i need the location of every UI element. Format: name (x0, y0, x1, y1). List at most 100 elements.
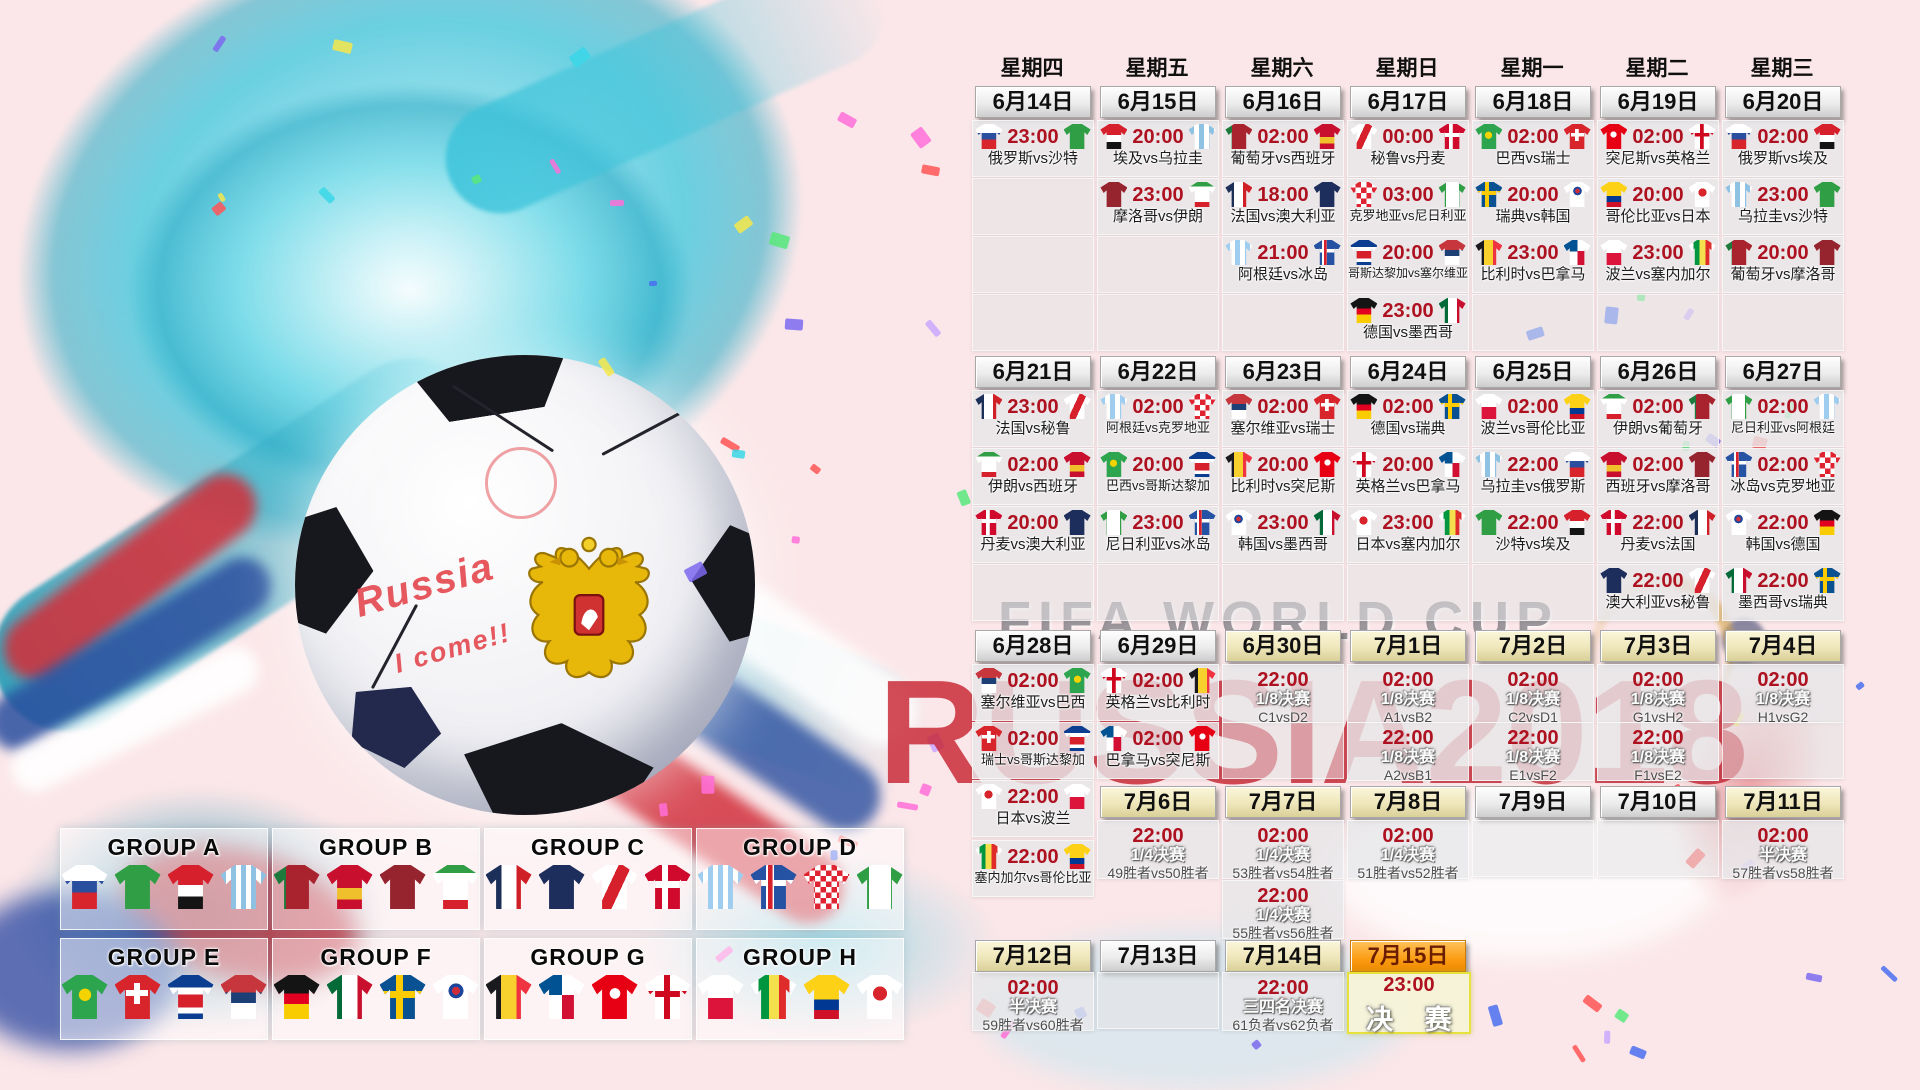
match-cell: 20:00 丹麦vs澳大利亚 (972, 506, 1094, 563)
match-teams: 葡萄牙vs摩洛哥 (1730, 266, 1836, 283)
match-time: 23:00 (1382, 511, 1434, 534)
match-header-row: 02:00 (1723, 394, 1843, 419)
jersey-colombia-icon (803, 975, 850, 1019)
match-teams: 瑞士vs哥斯达黎加 (980, 752, 1085, 767)
knockout-pairing: C2vsD1 (1508, 708, 1558, 725)
match-cell: 20:00 葡萄牙vs摩洛哥 (1722, 236, 1844, 293)
match-time: 23:00 (1632, 241, 1684, 264)
jersey-tunisia-icon (591, 975, 638, 1019)
match-teams: 日本vs波兰 (995, 810, 1071, 827)
match-time: 20:00 (1257, 453, 1309, 476)
match-time: 22:00 (1507, 511, 1559, 534)
date-cell: 6月17日 (1350, 86, 1466, 118)
date-cell: 6月15日 (1100, 86, 1216, 118)
match-header-row: 00:00 (1348, 124, 1468, 149)
match-header-row: 20:00 (973, 510, 1093, 535)
empty-cell (1472, 294, 1594, 351)
match-time: 22:00 (1007, 785, 1059, 808)
empty-cell (1472, 820, 1594, 877)
knockout-stage: 1/8决赛 (1380, 749, 1436, 766)
match-time: 02:00 (1507, 669, 1559, 691)
match-teams: 比利时vs巴拿马 (1480, 266, 1586, 283)
match-time: 22:00 (1132, 825, 1184, 847)
match-cell: 22:00 日本vs波兰 (972, 780, 1094, 837)
jersey-panama-icon (538, 975, 585, 1019)
match-header-row: 20:00 (1098, 124, 1218, 149)
russia-coat-of-arms-icon (528, 536, 650, 679)
match-time: 02:00 (1007, 453, 1059, 476)
match-time: 02:00 (1132, 727, 1184, 750)
jersey-costarica-icon (167, 975, 214, 1019)
knockout-pairing: E1vsF2 (1509, 766, 1557, 783)
match-cell: 22:00 丹麦vs法国 (1597, 506, 1719, 563)
date-cell: 6月26日 (1600, 356, 1716, 388)
match-time: 02:00 (1132, 395, 1184, 418)
knockout-pairing: A1vsB2 (1383, 708, 1433, 725)
empty-cell (972, 564, 1094, 621)
match-teams: 摩洛哥vs伊朗 (1112, 208, 1203, 225)
match-cell: 21:00 阿根廷vs冰岛 (1222, 236, 1344, 293)
match-teams: 埃及vs乌拉圭 (1112, 150, 1203, 167)
match-teams: 韩国vs墨西哥 (1237, 536, 1328, 553)
match-time: 20:00 (1507, 183, 1559, 206)
knockout-pairing: 51胜者vs52胜者 (1357, 864, 1459, 881)
knockout-pairing: 55胜者vs56胜者 (1232, 924, 1334, 941)
soccer-ball: Russia I come!! (295, 355, 755, 815)
match-header-row: 02:00 (1098, 726, 1218, 751)
match-cell: 20:00 巴西vs哥斯达黎加 (1097, 448, 1219, 505)
knockout-stage: 1/8决赛 (1755, 691, 1811, 708)
jersey-england-icon (644, 975, 691, 1019)
match-time: 02:00 (1132, 669, 1184, 692)
knockout-pairing: F1vsE2 (1634, 766, 1682, 783)
match-cell: 23:00 德国vs墨西哥 (1347, 294, 1469, 351)
match-teams: 俄罗斯vs沙特 (987, 150, 1078, 167)
knockout-pairing: 61负者vs62负者 (1232, 1016, 1334, 1033)
date-cell: 6月24日 (1350, 356, 1466, 388)
match-header-row: 23:00 (1473, 240, 1593, 265)
date-cell: 6月28日 (975, 630, 1091, 662)
group-panel-h: GROUP H (696, 938, 904, 1040)
group-title: GROUP F (320, 944, 432, 970)
match-cell: 02:00 突尼斯vs英格兰 (1597, 120, 1719, 177)
match-cell: 18:00 法国vs澳大利亚 (1222, 178, 1344, 235)
date-cell: 7月15日 (1350, 940, 1466, 972)
group-panel-f: GROUP F (272, 938, 480, 1040)
match-header-row: 23:00 (1348, 298, 1468, 323)
date-cell: 7月14日 (1225, 940, 1341, 972)
match-cell: 23:00 波兰vs塞内加尔 (1597, 236, 1719, 293)
date-cell: 7月1日 (1350, 630, 1466, 662)
date-cell: 6月21日 (975, 356, 1091, 388)
match-cell: 23:00 日本vs塞内加尔 (1347, 506, 1469, 563)
knockout-cell: 02:00 半决赛 57胜者vs58胜者 (1722, 820, 1844, 881)
weekday-label: 星期五 (1125, 57, 1189, 80)
match-time: 22:00 (1257, 669, 1309, 691)
match-header-row: 02:00 (973, 668, 1093, 693)
date-cell: 6月29日 (1100, 630, 1216, 662)
match-time: 22:00 (1507, 727, 1559, 749)
match-cell: 23:00 乌拉圭vs沙特 (1722, 178, 1844, 235)
match-teams: 突尼斯vs英格兰 (1605, 150, 1711, 167)
match-cell: 20:00 哥斯达黎加vs塞尔维亚 (1347, 236, 1469, 293)
match-time: 22:00 (1632, 569, 1684, 592)
match-cell: 02:00 塞尔维亚vs瑞士 (1222, 390, 1344, 447)
match-teams: 尼日利亚vs阿根廷 (1730, 420, 1835, 435)
jersey-brazil-icon (61, 975, 108, 1019)
match-cell: 02:00 巴拿马vs突尼斯 (1097, 722, 1219, 779)
match-header-row: 02:00 (1223, 394, 1343, 419)
match-header-row: 23:00 (1723, 182, 1843, 207)
match-teams: 西班牙vs摩洛哥 (1605, 478, 1711, 495)
match-header-row: 02:00 (1598, 124, 1718, 149)
match-time: 20:00 (1757, 241, 1809, 264)
knockout-cell: 22:00 1/8决赛 C1vsD2 (1222, 664, 1344, 725)
match-cell: 02:00 伊朗vs葡萄牙 (1597, 390, 1719, 447)
knockout-cell: 22:00 1/4决赛 49胜者vs50胜者 (1097, 820, 1219, 881)
match-time: 22:00 (1257, 885, 1309, 907)
match-teams: 阿根廷vs冰岛 (1237, 266, 1328, 283)
knockout-pairing: 59胜者vs60胜者 (982, 1016, 1084, 1033)
match-header-row: 23:00 (1348, 510, 1468, 535)
match-teams: 丹麦vs法国 (1620, 536, 1696, 553)
knockout-stage: 1/4决赛 (1255, 847, 1311, 864)
match-header-row: 02:00 (1598, 452, 1718, 477)
date-cell: 7月6日 (1100, 786, 1216, 818)
match-teams: 塞尔维亚vs巴西 (980, 694, 1086, 711)
